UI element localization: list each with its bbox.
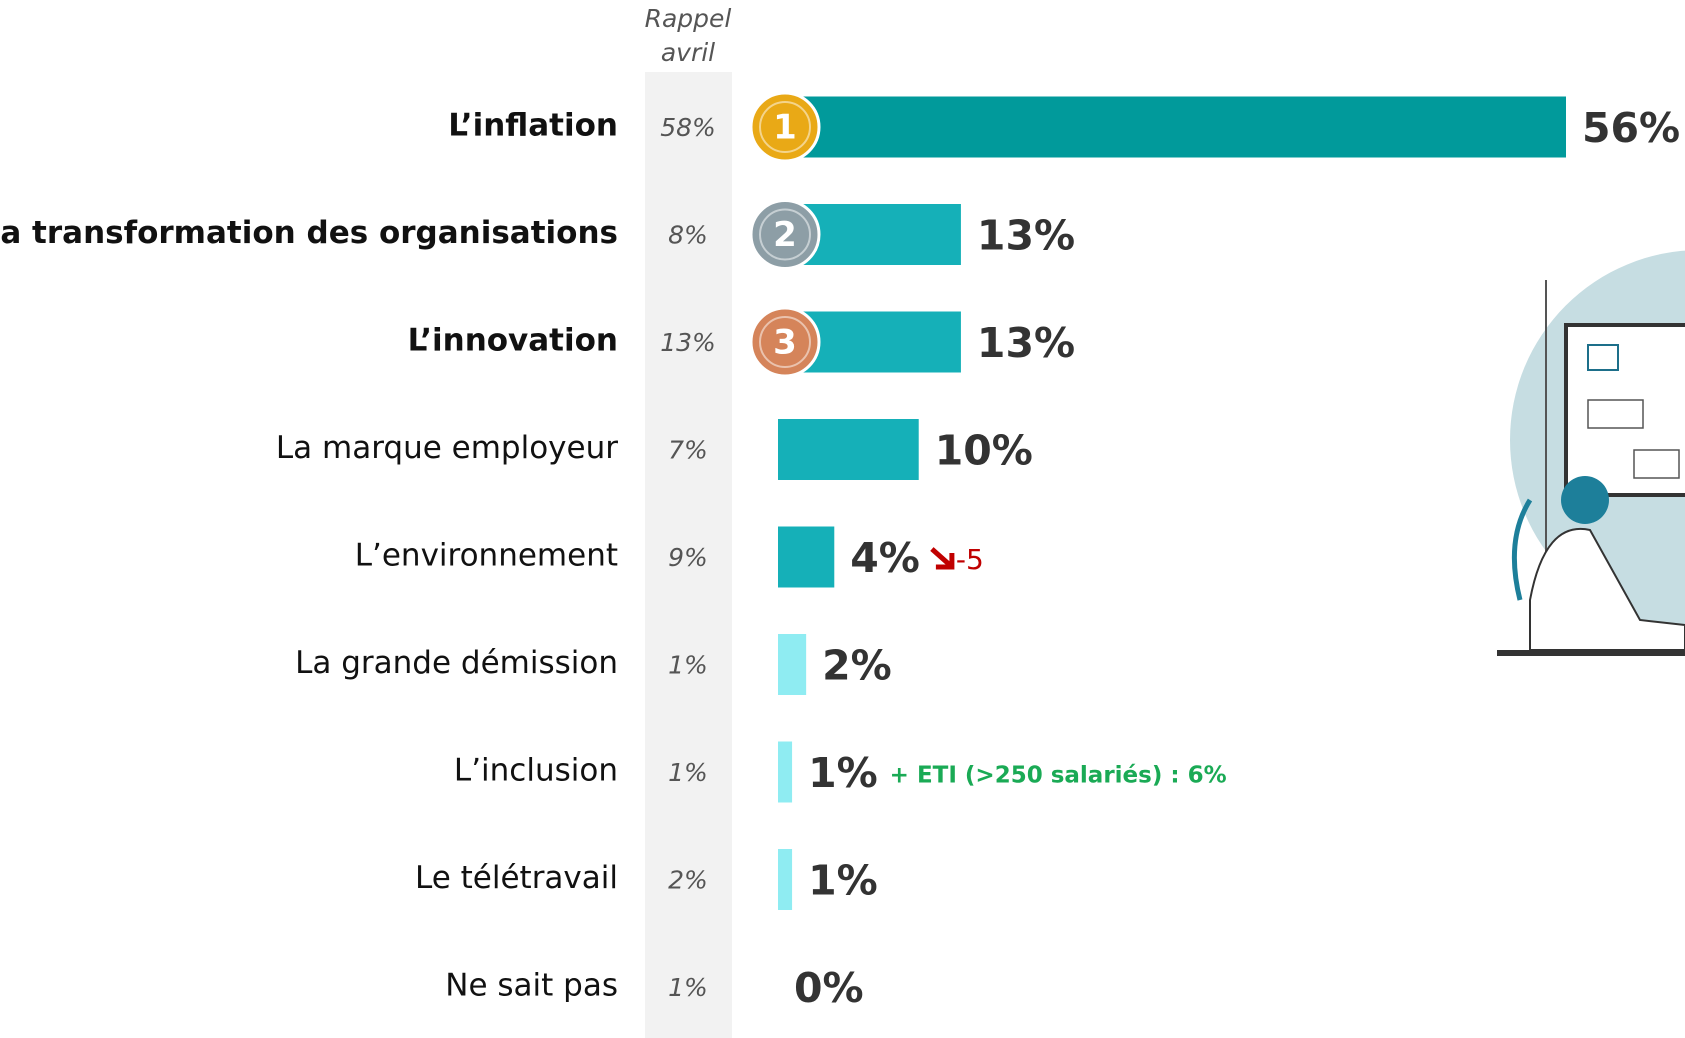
medal-inner (759, 316, 811, 368)
value-label: 4% (850, 534, 920, 582)
bar (778, 634, 807, 695)
recall-column (645, 72, 732, 1038)
medal-label: 1 (773, 108, 797, 148)
category-label: L’environnement (355, 538, 618, 574)
medal-label: 3 (773, 323, 797, 363)
bar (778, 849, 793, 910)
recall-label: 13% (660, 328, 716, 357)
recall-label: 58% (660, 113, 716, 142)
medal-inner (759, 101, 811, 153)
value-label: 13% (977, 212, 1075, 260)
value-label: 2% (822, 642, 892, 690)
bar (778, 96, 1566, 158)
value-label: 0% (794, 964, 864, 1012)
trend-arrow (930, 547, 955, 570)
recall-label: 1% (668, 651, 708, 680)
recall-label: 1% (668, 973, 708, 1002)
category-label: Le télétravail (415, 860, 618, 896)
bar (778, 741, 793, 803)
illustration (1497, 250, 1685, 656)
bar (778, 419, 919, 480)
recall-label: 8% (668, 221, 708, 250)
category-label: L’inclusion (454, 753, 618, 789)
category-label: L’innovation (408, 323, 618, 359)
recall-label: 1% (668, 758, 708, 787)
value-label: 1% (808, 749, 878, 797)
category-label: L’inflation (448, 108, 618, 144)
value-label: 1% (808, 857, 878, 905)
category-label: La grande démission (295, 645, 618, 681)
recall-title: avril (661, 38, 715, 67)
medal-label: 2 (773, 215, 797, 255)
value-label: 56% (1582, 104, 1680, 152)
value-label: 13% (977, 319, 1075, 367)
recall-label: 2% (668, 866, 708, 895)
recall-title: Rappel (645, 4, 732, 33)
recall-label: 9% (668, 543, 708, 572)
category-label: La marque employeur (276, 430, 618, 466)
category-label: Ne sait pas (445, 968, 618, 1004)
recall-label: 7% (668, 436, 708, 465)
medal-inner (759, 208, 811, 261)
category-label: La transformation des organisations (0, 215, 618, 251)
note: + ETI (>250 salariés) : 6% (890, 763, 1227, 789)
note: -5 (956, 543, 984, 576)
bar (778, 526, 835, 588)
value-label: 10% (935, 427, 1033, 475)
